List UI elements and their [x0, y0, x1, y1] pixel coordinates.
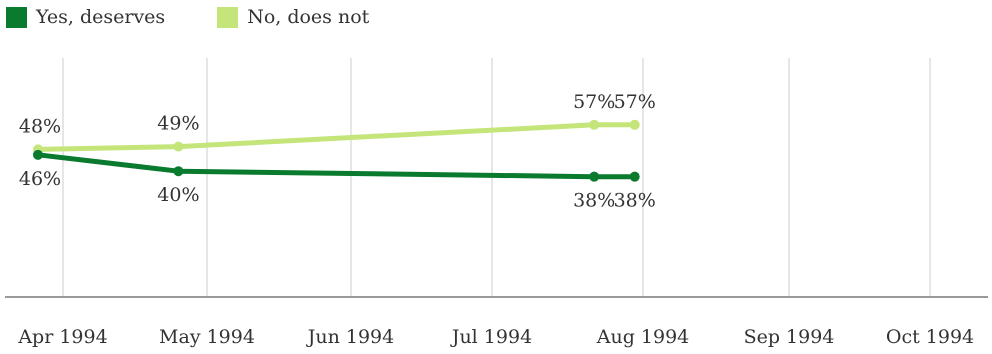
data-label-1-1: 40%: [157, 184, 199, 206]
data-label-1-0: 46%: [19, 168, 61, 190]
x-tick-label-1: May 1994: [159, 326, 255, 348]
data-label-0-0: 48%: [19, 115, 61, 137]
series-1-point-1: [173, 166, 184, 177]
legend-item-yes: Yes, deserves: [6, 6, 165, 28]
series-1-point-3: [629, 171, 640, 182]
legend-swatch-no: [217, 6, 239, 28]
series-0-point-3: [629, 119, 640, 130]
series-layer: [33, 119, 640, 182]
legend-label-no: No, does not: [247, 6, 370, 28]
x-tick-label-6: Oct 1994: [886, 326, 974, 348]
x-tick-label-5: Sep 1994: [744, 326, 835, 348]
x-tick-label-4: Aug 1994: [596, 326, 690, 348]
data-label-1-3: 38%: [614, 190, 656, 212]
series-line-1: [35, 152, 638, 180]
series-0-point-2: [589, 119, 600, 130]
x-tick-label-0: Apr 1994: [17, 326, 107, 348]
series-line-0: [35, 122, 638, 152]
legend-item-no: No, does not: [217, 6, 369, 28]
x-tick-label-3: Jul 1994: [450, 326, 532, 348]
data-label-1-2: 38%: [573, 190, 615, 212]
x-tick-label-2: Jun 1994: [306, 326, 394, 348]
series-1-point-0: [33, 149, 43, 160]
series-1-point-2: [589, 171, 600, 182]
data-label-0-1: 49%: [157, 113, 199, 135]
series-0-point-1: [173, 141, 184, 152]
data-label-0-3: 57%: [614, 91, 656, 113]
legend: Yes, deserves No, does not: [6, 6, 421, 28]
legend-label-yes: Yes, deserves: [36, 6, 166, 28]
x-tick-labels: Apr 1994 May 1994 Jun 1994 Jul 1994 Aug 1994…: [17, 326, 974, 348]
data-labels: 48% 49% 57%57% 46% 40% 38%38%: [19, 91, 656, 212]
legend-swatch-yes: [6, 6, 27, 28]
data-label-0-2: 57%: [573, 91, 615, 113]
